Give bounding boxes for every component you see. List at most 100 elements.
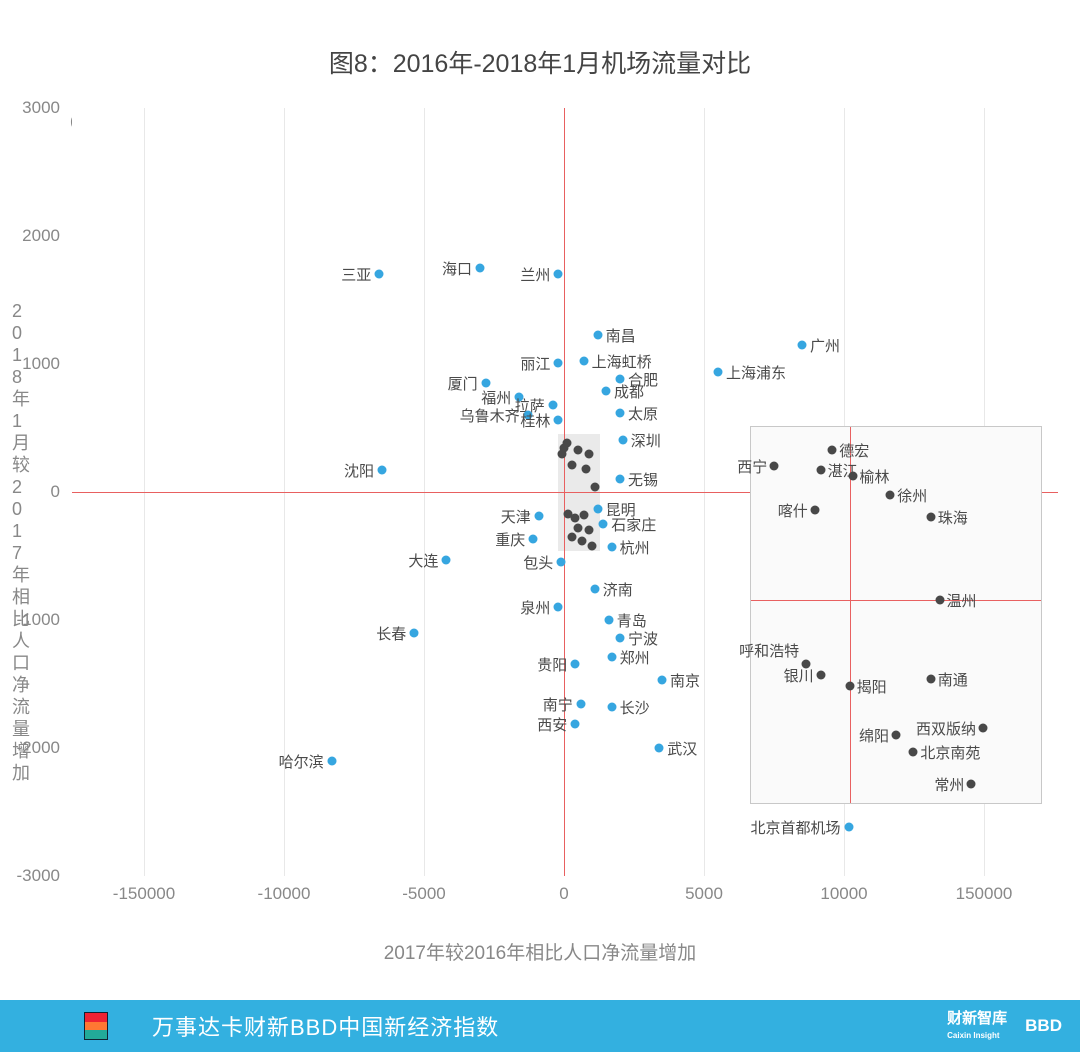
inset-point [816,671,825,680]
scatter-point-label: 长沙 [620,697,650,718]
scatter-point [327,756,336,765]
scatter-point [607,543,616,552]
x-tick-label: -10000 [258,884,311,904]
inset-point-label: 北京南苑 [920,742,980,763]
inset-point [935,595,944,604]
scatter-point-dark [579,511,588,520]
scatter-point-label: 天津 [501,506,531,527]
scatter-point-dark [582,464,591,473]
inset-point [926,674,935,683]
y-tick-label: 3000 [22,98,60,118]
y-tick-label: -3000 [17,866,60,886]
scatter-point-label: 西安 [537,714,567,735]
footer-logo-icon [84,1012,108,1040]
inset-zero-line-v [850,427,851,803]
inset-point-label: 西宁 [737,456,767,477]
scatter-point [607,653,616,662]
x-tick-label: 150000 [956,884,1013,904]
scatter-point [616,408,625,417]
scatter-point [593,330,602,339]
y-tick-label: 2000 [22,226,60,246]
scatter-point [616,633,625,642]
scatter-point-label: 乌鲁木齐 [460,405,520,426]
scatter-point-label: 上海浦东 [726,362,786,383]
scatter-point [557,558,566,567]
scatter-point [375,270,384,279]
scatter-point-dark [574,445,583,454]
scatter-point [378,466,387,475]
scatter-point-label: 海口 [442,258,472,279]
scatter-point-label: 丽江 [520,353,550,374]
scatter-point [844,823,853,832]
x-tick-label: -150000 [113,884,175,904]
scatter-point-label: 深圳 [631,430,661,451]
inset-point-label: 喀什 [778,500,808,521]
scatter-point-dark [568,532,577,541]
chart-container: 图8：2016年-2018年1月机场流量对比 (人) 2018年1月较2017年… [0,0,1080,1000]
scatter-plot: -150000-10000-50000500010000150000-3000-… [72,108,1058,876]
scatter-point-label: 北京首都机场 [750,817,840,838]
inset-point-label: 常州 [934,774,964,795]
scatter-point-label: 广州 [810,335,840,356]
scatter-point [590,585,599,594]
inset-point-label: 温州 [947,590,977,611]
scatter-point-label: 武汉 [667,738,697,759]
inset-point-label: 银川 [784,665,814,686]
scatter-point [616,475,625,484]
footer-bar: 万事达卡财新BBD中国新经济指数 财新智库 Caixin Insight BBD [0,1000,1080,1052]
scatter-point-label: 贵阳 [537,654,567,675]
inset-point [892,731,901,740]
inset-point [828,445,837,454]
scatter-point-label: 厦门 [448,373,478,394]
scatter-point [554,270,563,279]
x-tick-label: 10000 [820,884,867,904]
inset-point [909,748,918,757]
scatter-point [658,676,667,685]
chart-title: 图8：2016年-2018年1月机场流量对比 [0,44,1080,80]
scatter-point-dark [574,523,583,532]
y-tick-label: -2000 [17,738,60,758]
scatter-point-label: 济南 [603,579,633,600]
scatter-point-label: 兰州 [520,264,550,285]
scatter-point-label: 沈阳 [344,460,374,481]
scatter-point-label: 郑州 [620,647,650,668]
scatter-point-label: 三亚 [341,264,371,285]
scatter-point [604,616,613,625]
scatter-point-label: 石家庄 [611,514,656,535]
scatter-point [529,535,538,544]
scatter-point [571,719,580,728]
scatter-point [618,435,627,444]
scatter-point [476,264,485,273]
x-tick-label: 0 [559,884,568,904]
inset-point [816,466,825,475]
x-axis-label: 2017年较2016年相比人口净流量增加 [0,938,1080,965]
scatter-point-label: 大连 [408,550,438,571]
inset-point-label: 珠海 [938,507,968,528]
scatter-point [442,555,451,564]
scatter-point-dark [557,449,566,458]
scatter-point [571,659,580,668]
inset-zero-line-h [751,600,1041,601]
scatter-point-label: 南宁 [543,694,573,715]
scatter-point-dark [585,526,594,535]
scatter-point-label: 南京 [670,670,700,691]
footer-brand-bbd: BBD [1025,1016,1062,1036]
footer-text: 万事达卡财新BBD中国新经济指数 [152,1010,499,1042]
inset-chart: 德宏西宁湛江榆林徐州喀什珠海温州呼和浩特银川揭阳南通西双版纳绵阳北京南苑常州 [750,426,1042,804]
y-tick-label: 1000 [22,354,60,374]
scatter-point [714,367,723,376]
scatter-point-label: 哈尔滨 [279,751,324,772]
inset-point [979,723,988,732]
x-tick-label: 5000 [685,884,723,904]
inset-point-label: 徐州 [897,485,927,506]
scatter-point-dark [588,541,597,550]
scatter-point [579,357,588,366]
inset-point-label: 德宏 [839,440,869,461]
scatter-point-label: 包头 [523,552,553,573]
scatter-point [655,744,664,753]
inset-point-label: 西双版纳 [916,718,976,739]
scatter-point-dark [590,482,599,491]
inset-point-label: 绵阳 [859,725,889,746]
y-tick-label: -1000 [17,610,60,630]
inset-point [810,505,819,514]
